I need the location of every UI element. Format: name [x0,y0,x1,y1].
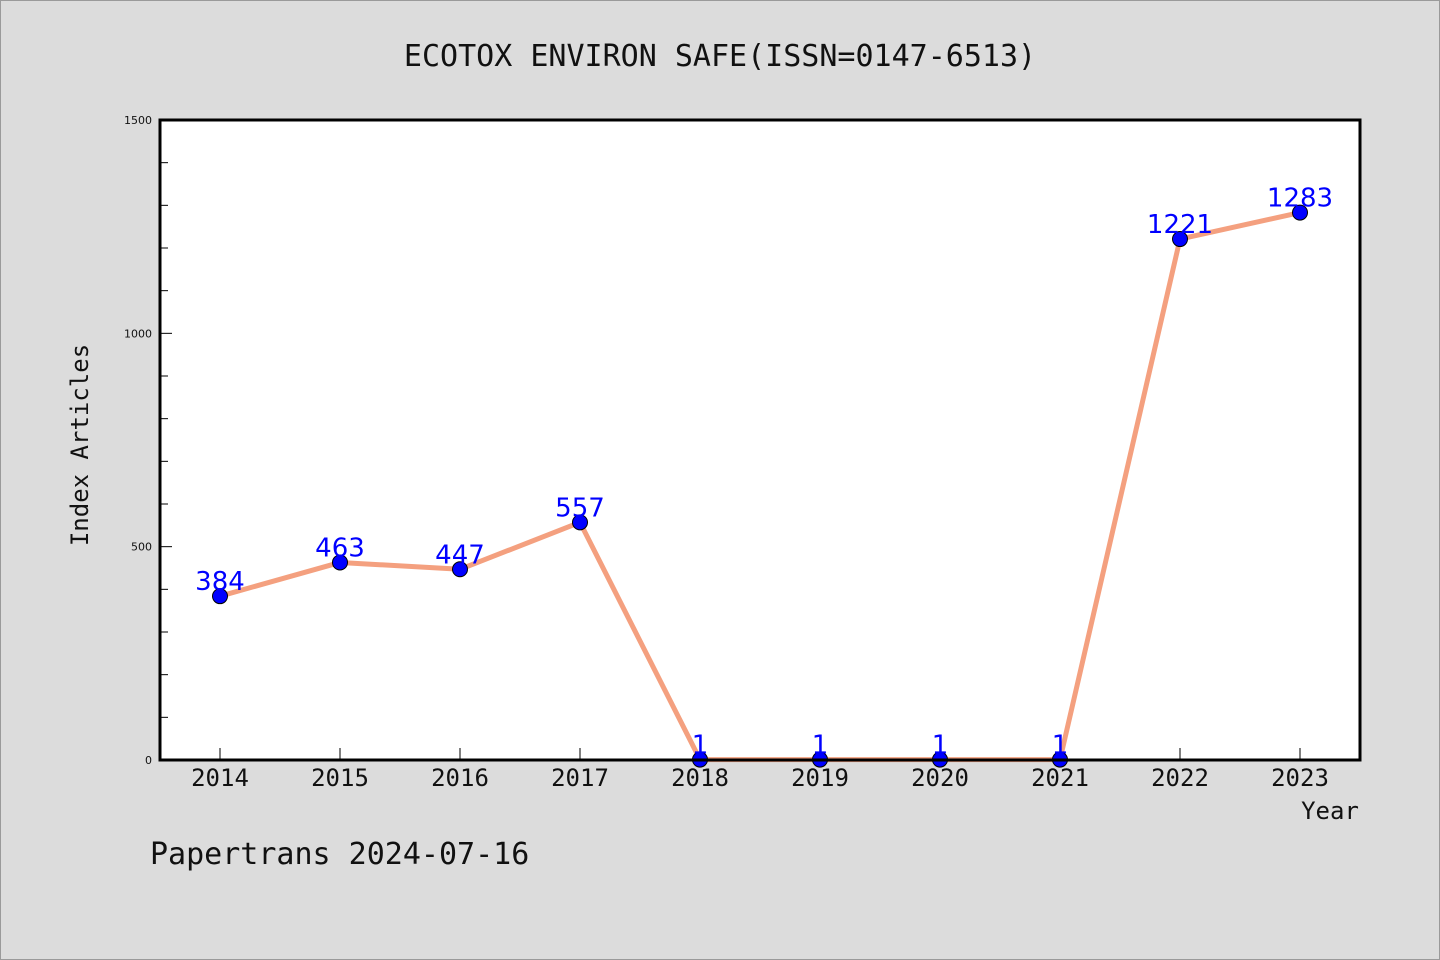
data-point [572,514,588,531]
data-label: 447 [435,540,485,570]
data-point [1292,204,1308,221]
data-point [212,588,228,605]
x-tick-label: 2019 [791,764,849,792]
data-label: 1221 [1147,210,1213,240]
data-point [452,561,468,578]
footer-text: Papertrans 2024-07-16 [150,837,529,872]
data-label: 1 [812,731,829,761]
plot-area [160,120,1360,760]
x-tick-label: 2023 [1271,764,1329,792]
x-tick-label: 2016 [431,764,489,792]
x-axis-ticks: 2014 2015 2016 2017 2018 2019 2020 2021 2022 2023 [191,748,1329,792]
data-label: 463 [315,533,365,563]
x-tick-label: 2015 [311,764,369,792]
data-point [332,554,348,571]
x-tick-label: 2021 [1031,764,1089,792]
y-tick-label: 500 [131,541,152,554]
chart-title: ECOTOX ENVIRON SAFE(ISSN=0147-6513) [404,39,1036,74]
y-tick-label: 1000 [124,327,152,340]
data-label: 1 [692,731,709,761]
x-tick-label: 2017 [551,764,609,792]
data-label: 384 [195,567,245,597]
data-label: 1283 [1267,184,1333,214]
x-axis-title: Year [1301,797,1359,825]
x-tick-label: 2018 [671,764,729,792]
data-point [1172,231,1188,248]
x-tick-label: 2014 [191,764,249,792]
plot-frame [158,118,1362,762]
x-tick-label: 2022 [1151,764,1209,792]
data-labels: 384 463 447 557 1 1 1 1 1221 1283 [195,184,1333,761]
data-label: 557 [555,493,605,523]
data-label: 1 [1052,731,1069,761]
y-tick-label: 1500 [124,114,152,127]
data-label: 1 [932,731,949,761]
y-axis-title: Index Articles [66,344,94,546]
x-tick-label: 2020 [911,764,969,792]
y-tick-label: 0 [145,754,152,767]
